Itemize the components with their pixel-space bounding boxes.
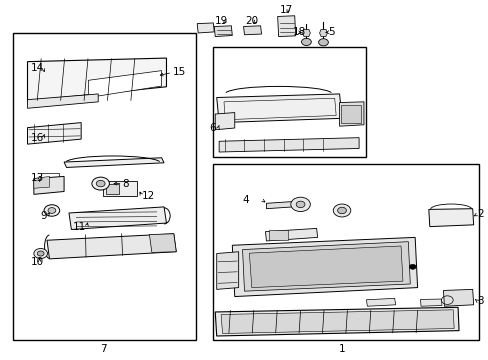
Polygon shape (249, 246, 402, 288)
Text: 15: 15 (172, 67, 185, 77)
Polygon shape (216, 252, 238, 289)
Polygon shape (197, 23, 214, 33)
Polygon shape (243, 26, 261, 35)
Circle shape (290, 197, 310, 212)
Polygon shape (216, 94, 341, 123)
Circle shape (408, 264, 415, 269)
Circle shape (44, 205, 60, 216)
Circle shape (48, 208, 56, 213)
Polygon shape (149, 234, 176, 252)
Text: 6: 6 (209, 123, 215, 133)
Bar (103, 181, 137, 196)
Polygon shape (420, 299, 441, 306)
Polygon shape (215, 307, 458, 336)
Polygon shape (302, 30, 310, 37)
Polygon shape (34, 176, 64, 194)
Polygon shape (428, 209, 473, 226)
Polygon shape (266, 202, 293, 209)
Circle shape (296, 201, 305, 208)
Polygon shape (277, 16, 295, 37)
Bar (268, 230, 288, 240)
Circle shape (332, 204, 350, 217)
Polygon shape (69, 207, 166, 229)
Circle shape (37, 251, 44, 256)
Text: 5: 5 (328, 27, 334, 37)
Text: 1: 1 (338, 343, 345, 354)
Polygon shape (64, 158, 163, 167)
Bar (13, 33, 195, 339)
Circle shape (92, 177, 109, 190)
Circle shape (318, 39, 328, 46)
Text: 3: 3 (477, 296, 483, 306)
Polygon shape (319, 30, 327, 37)
Text: 2: 2 (477, 209, 483, 219)
Polygon shape (221, 310, 453, 333)
Text: 14: 14 (31, 63, 44, 73)
Polygon shape (88, 71, 161, 98)
Polygon shape (215, 113, 234, 130)
Polygon shape (443, 289, 473, 306)
Text: 8: 8 (122, 179, 129, 189)
Text: 9: 9 (41, 211, 47, 221)
Text: 20: 20 (245, 17, 258, 27)
Polygon shape (27, 123, 81, 144)
Text: 13: 13 (31, 173, 44, 183)
Text: 18: 18 (293, 27, 306, 37)
Bar (212, 47, 366, 157)
Text: 10: 10 (31, 257, 44, 267)
Text: 7: 7 (100, 343, 106, 354)
Polygon shape (265, 228, 317, 241)
Text: 16: 16 (31, 133, 44, 143)
Text: 19: 19 (215, 17, 228, 27)
Circle shape (301, 39, 311, 45)
Polygon shape (366, 298, 395, 306)
Bar (105, 184, 119, 194)
Text: 17: 17 (279, 5, 292, 15)
Polygon shape (47, 234, 176, 259)
Circle shape (34, 248, 47, 258)
Circle shape (96, 180, 105, 187)
Polygon shape (214, 26, 232, 37)
Polygon shape (339, 102, 363, 126)
Polygon shape (242, 242, 409, 291)
Polygon shape (219, 138, 358, 152)
Polygon shape (27, 58, 166, 101)
Text: 11: 11 (73, 222, 86, 232)
Polygon shape (232, 237, 417, 297)
Polygon shape (27, 94, 98, 108)
Bar (340, 105, 360, 123)
Text: 12: 12 (142, 191, 155, 201)
Polygon shape (34, 176, 49, 188)
Bar (212, 164, 478, 339)
Circle shape (337, 207, 346, 214)
Text: 4: 4 (242, 195, 249, 205)
